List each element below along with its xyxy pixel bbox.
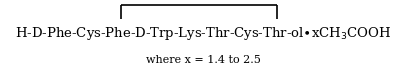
Text: where x = 1.4 to 2.5: where x = 1.4 to 2.5 bbox=[145, 55, 260, 65]
Text: H-D-Phe-Cys-Phe-D-Trp-Lys-Thr-Cys-Thr-ol$\bullet$xCH$_3$COOH: H-D-Phe-Cys-Phe-D-Trp-Lys-Thr-Cys-Thr-ol… bbox=[15, 25, 390, 42]
